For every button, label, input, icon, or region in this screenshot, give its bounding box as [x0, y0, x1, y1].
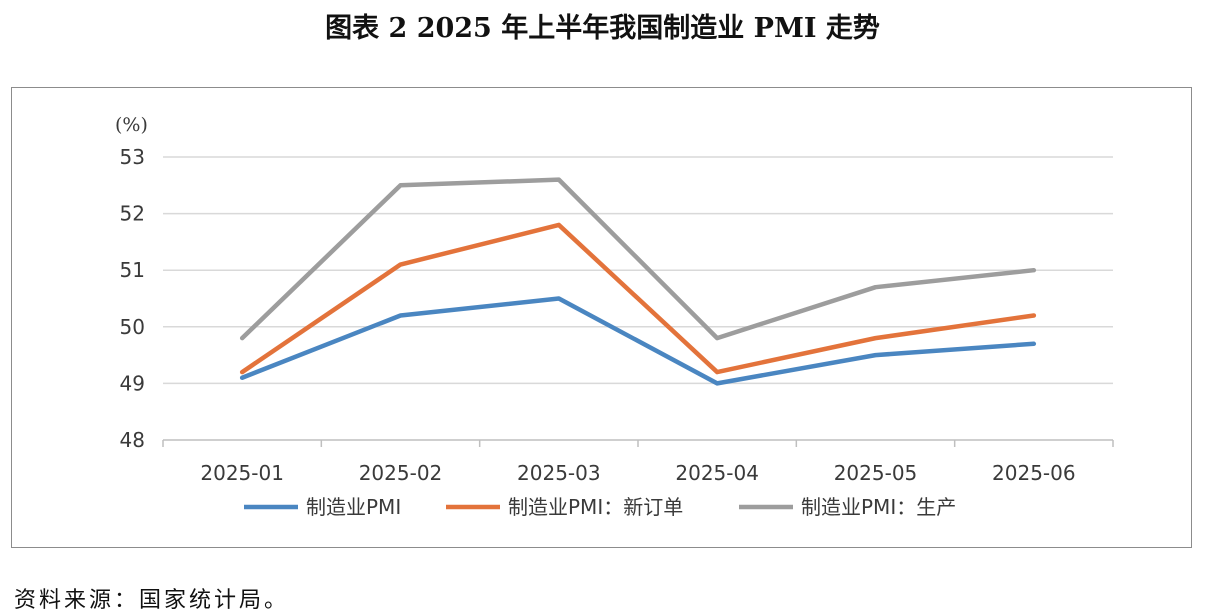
x-tick-label: 2025-01	[200, 461, 284, 485]
source-note: 资料来源：国家统计局。	[14, 588, 290, 613]
y-tick-label: 51	[120, 258, 145, 282]
y-tick-label: 52	[120, 202, 145, 226]
series-line-2	[239, 222, 1037, 375]
y-tick-label: 53	[120, 145, 145, 169]
series-line-3	[239, 177, 1037, 341]
y-tick-label: 48	[120, 428, 145, 452]
x-tick-label: 2025-05	[834, 461, 918, 485]
x-tick-label: 2025-02	[359, 461, 443, 485]
x-tick-label: 2025-03	[517, 461, 601, 485]
x-tick-label: 2025-06	[992, 461, 1076, 485]
series-line-1	[239, 296, 1037, 386]
y-tick-label: 49	[120, 371, 145, 395]
legend-label-1: 制造业PMI	[306, 495, 401, 519]
y-unit-label: (%)	[115, 114, 148, 136]
legend-label-2: 制造业PMI：新订单	[508, 495, 683, 519]
y-tick-label: 50	[120, 315, 145, 339]
legend-label-3: 制造业PMI：生产	[801, 495, 956, 519]
chart-frame	[11, 87, 1192, 548]
x-tick-label: 2025-04	[675, 461, 759, 485]
chart-title: 图表 2 2025 年上半年我国制造业 PMI 走势	[325, 13, 880, 44]
